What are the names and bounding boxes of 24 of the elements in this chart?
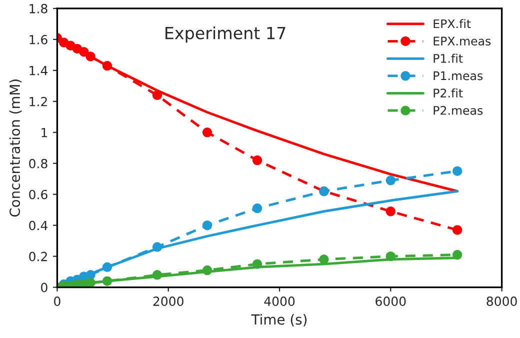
x-tick-label: 8000 [486,296,517,306]
y-tick-label: 1 [42,128,48,138]
legend-label: EPX.meas [434,36,491,46]
legend-label: P2.fit [434,88,463,98]
y-tick-label: 0 [41,282,48,292]
x-tick-label: 6000 [376,296,406,306]
y-tick-label: 1.2 [30,96,47,106]
x-tick-label: 2000 [153,296,184,306]
y-axis-title: Concentration (mM) [9,80,22,217]
y-tick-label: 0.6 [29,190,48,200]
x-axis-title: Time (s) [251,314,307,326]
y-tick-label: 1.6 [30,34,48,44]
legend-label: P1.fit [434,54,463,63]
legend-label: P1.meas [434,71,483,80]
y-tick-label: 1.8 [30,4,48,14]
y-tick-label: 0.2 [29,252,47,262]
y-tick-label: 0.8 [29,158,48,168]
y-tick-label: 0.4 [29,220,48,230]
legend-label: EPX.fit [434,19,471,28]
x-tick-label: 0 [54,296,60,306]
legend-label: P2.meas [434,106,483,115]
y-tick-label: 1.4 [30,66,48,76]
x-tick-label: 4000 [264,296,295,306]
text: Experiment 17 [166,26,286,43]
